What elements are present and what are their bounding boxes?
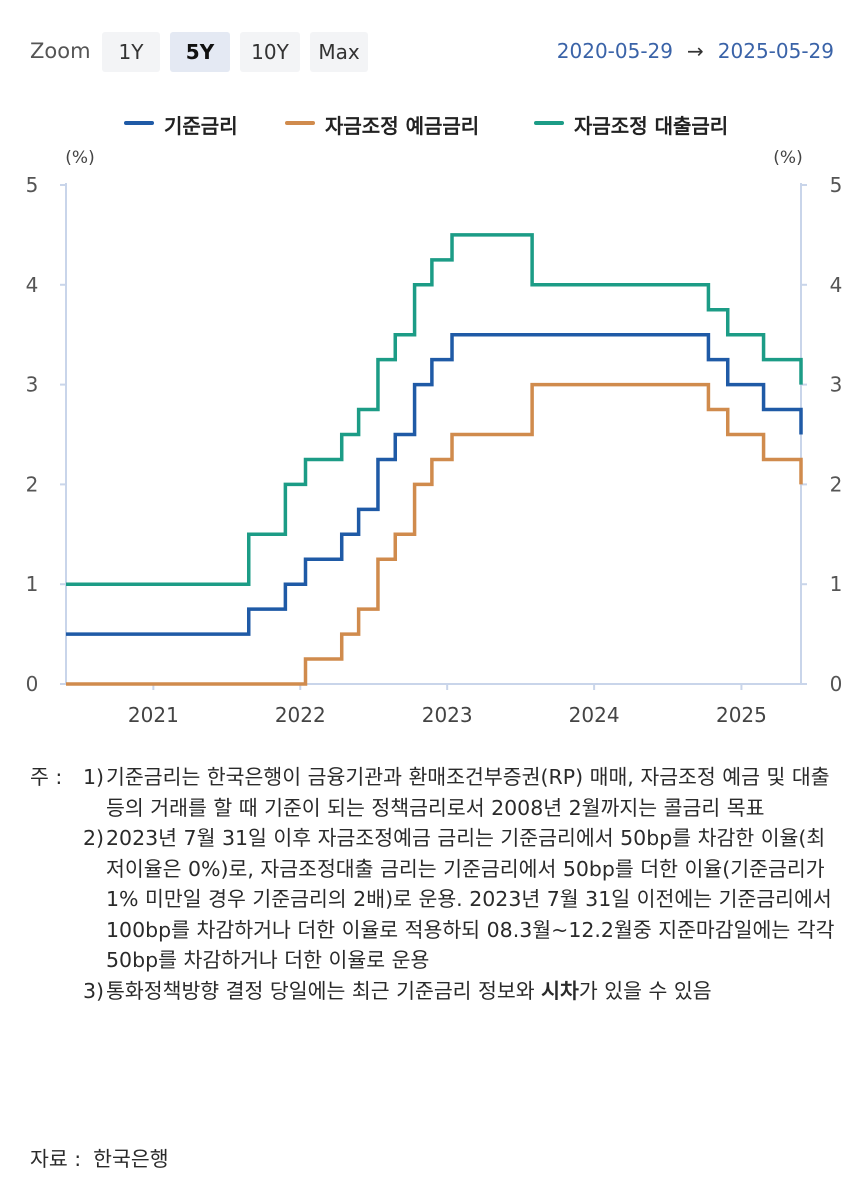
range-end[interactable]: 2025-05-29 [717, 39, 834, 63]
x-tick-label: 2024 [569, 703, 620, 727]
footnote-bold-text: 시차 [541, 978, 579, 1003]
zoom-label: Zoom [30, 39, 91, 63]
footnote-2: 2) 2023년 7월 31일 이후 자금조정예금 금리는 기준금리에서 50b… [30, 823, 840, 976]
zoom-toolbar: Zoom 1Y 5Y 10Y Max 2020-05-29 → 2025-05-29 [0, 30, 860, 74]
footnote-text: 통화정책방향 결정 당일에는 최근 기준금리 정보와 시차가 있을 수 있음 [106, 976, 840, 1007]
range-arrow-icon: → [687, 39, 704, 63]
y-tick-label-left: 4 [26, 273, 39, 297]
source-line: 자료 : 한국은행 [30, 1142, 169, 1172]
legend-swatch [124, 121, 154, 125]
footnote-number: 3) [82, 978, 104, 1003]
y-tick-label-left: 2 [26, 472, 39, 496]
x-tick-label: 2022 [275, 703, 326, 727]
footnote-text-part: 통화정책방향 결정 당일에는 최근 기준금리 정보와 [106, 978, 542, 1003]
x-tick-label: 2023 [422, 703, 473, 727]
legend-label: 기준금리 [164, 114, 238, 138]
range-start[interactable]: 2020-05-29 [556, 39, 673, 63]
y-tick-label-right: 4 [830, 273, 843, 297]
legend-item-loan-rate[interactable]: 자금조정 대출금리 [534, 108, 754, 138]
rate-chart[interactable]: 0 0 1 1 2 2 3 3 4 4 5 5 (%) (%) 2021 2022 2023 2024 2025 [0, 140, 860, 740]
legend-item-base-rate[interactable]: 기준금리 [124, 108, 254, 138]
footnote-3: 3) 통화정책방향 결정 당일에는 최근 기준금리 정보와 시차가 있을 수 있… [30, 976, 840, 1007]
footnote-prefix: 주 : [30, 765, 63, 789]
footnote-number: 1) [82, 765, 104, 789]
series-line-2 [66, 233, 803, 586]
zoom-max-button[interactable]: Max [310, 32, 368, 72]
zoom-5y-button[interactable]: 5Y [170, 32, 230, 72]
legend-label: 자금조정 대출금리 [574, 114, 729, 138]
footnote-text: 2023년 7월 31일 이후 자금조정예금 금리는 기준금리에서 50bp를 … [106, 826, 835, 972]
legend-label: 자금조정 예금금리 [325, 114, 480, 138]
y-tick-label-left: 0 [26, 672, 39, 696]
series-line-1 [66, 382, 803, 686]
y-unit-label-left: (%) [65, 148, 94, 168]
y-tick-label-left: 5 [26, 173, 39, 197]
y-tick-label-right: 3 [830, 373, 843, 397]
series-line-0 [66, 332, 803, 636]
y-unit-label-right: (%) [773, 148, 802, 168]
y-tick-label-right: 1 [830, 572, 843, 596]
y-tick-label-right: 5 [830, 173, 843, 197]
date-range[interactable]: 2020-05-29 → 2025-05-29 [557, 39, 834, 63]
x-tick-label: 2021 [128, 703, 179, 727]
legend-swatch [285, 121, 315, 125]
y-tick-label-left: 1 [26, 572, 39, 596]
legend-swatch [534, 121, 564, 125]
source-label: 자료 : [30, 1147, 82, 1171]
source-value: 한국은행 [93, 1147, 169, 1171]
chart-legend: 기준금리 자금조정 예금금리 자금조정 대출금리 [0, 108, 860, 138]
y-tick-label-left: 3 [26, 373, 39, 397]
y-tick-label-right: 2 [830, 472, 843, 496]
x-tick-label: 2025 [716, 703, 767, 727]
zoom-1y-button[interactable]: 1Y [102, 32, 160, 72]
footnote-text: 기준금리는 한국은행이 금융기관과 환매조건부증권(RP) 매매, 자금조정 예… [106, 765, 830, 820]
footnotes: 주 : 1) 기준금리는 한국은행이 금융기관과 환매조건부증권(RP) 매매,… [30, 762, 840, 1006]
footnote-text-part: 가 있을 수 있음 [578, 978, 712, 1003]
legend-item-deposit-rate[interactable]: 자금조정 예금금리 [285, 108, 505, 138]
footnote-number: 2) [82, 826, 104, 850]
footnote-1: 주 : 1) 기준금리는 한국은행이 금융기관과 환매조건부증권(RP) 매매,… [30, 762, 840, 823]
y-tick-label-right: 0 [830, 672, 843, 696]
zoom-10y-button[interactable]: 10Y [240, 32, 300, 72]
